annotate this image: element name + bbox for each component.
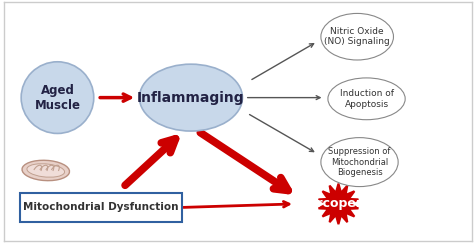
Ellipse shape xyxy=(321,138,398,187)
Text: Mitochondrial Dysfunction: Mitochondrial Dysfunction xyxy=(23,202,179,212)
Ellipse shape xyxy=(21,62,94,133)
Text: Sarcopenia: Sarcopenia xyxy=(299,197,378,210)
Ellipse shape xyxy=(27,164,64,177)
Ellipse shape xyxy=(321,13,393,60)
Polygon shape xyxy=(319,184,358,224)
Ellipse shape xyxy=(328,78,405,120)
FancyBboxPatch shape xyxy=(20,193,182,222)
Text: Inflammaging: Inflammaging xyxy=(137,91,245,105)
Text: Induction of
Apoptosis: Induction of Apoptosis xyxy=(339,89,393,109)
Text: Suppression of
Mitochondrial
Biogenesis: Suppression of Mitochondrial Biogenesis xyxy=(328,147,391,177)
Ellipse shape xyxy=(22,160,70,181)
Text: Aged
Muscle: Aged Muscle xyxy=(35,84,81,112)
Ellipse shape xyxy=(139,64,242,131)
Text: Nitric Oxide
(NO) Signaling: Nitric Oxide (NO) Signaling xyxy=(324,27,390,46)
